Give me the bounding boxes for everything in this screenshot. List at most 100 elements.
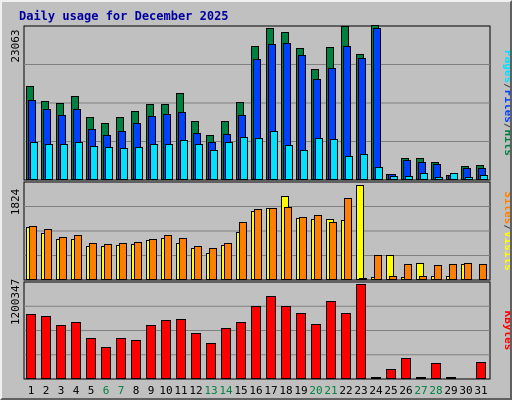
- x-tick-label: 17: [264, 384, 277, 397]
- bar-sites-day-19: [299, 217, 307, 280]
- bar-pages-day-20: [315, 138, 323, 180]
- bar-sites-day-26: [404, 264, 412, 280]
- bar-pages-day-6: [105, 147, 113, 180]
- bar-sites-day-23: [359, 278, 367, 280]
- x-tick-label: 11: [174, 384, 187, 397]
- bar-kbytes-day-18: [281, 306, 291, 379]
- x-tick-label: 13: [204, 384, 217, 397]
- x-tick-label: 28: [429, 384, 442, 397]
- legend-hits: Pages/Files/Hits: [502, 50, 510, 156]
- bar-pages-day-11: [180, 140, 188, 180]
- bar-kbytes-day-28: [431, 363, 441, 379]
- bar-kbytes-day-5: [86, 338, 96, 379]
- bar-sites-day-13: [209, 248, 217, 280]
- bar-kbytes-day-4: [71, 322, 81, 379]
- y-max-label-kbytes: 1200347: [9, 279, 22, 325]
- bar-pages-day-17: [270, 131, 278, 180]
- x-tick-label: 19: [294, 384, 307, 397]
- bar-pages-day-29: [450, 173, 458, 180]
- bar-pages-day-12: [195, 144, 203, 180]
- bar-sites-day-29: [449, 264, 457, 280]
- bar-sites-day-18: [284, 207, 292, 280]
- bar-kbytes-day-24: [371, 377, 381, 379]
- x-tick-label: 5: [88, 384, 95, 397]
- bar-kbytes-day-25: [386, 369, 396, 379]
- bar-kbytes-day-7: [116, 338, 126, 379]
- x-tick-label: 26: [399, 384, 412, 397]
- y-max-label-hits: 23063: [9, 29, 22, 62]
- x-tick-label: 1: [28, 384, 35, 397]
- bar-pages-day-3: [60, 144, 68, 180]
- bar-sites-day-15: [239, 222, 247, 280]
- bar-kbytes-day-29: [446, 377, 456, 379]
- bar-kbytes-day-6: [101, 347, 111, 379]
- bar-kbytes-day-1: [26, 314, 36, 379]
- x-tick-label: 31: [474, 384, 487, 397]
- bar-pages-day-9: [150, 144, 158, 180]
- bar-sites-day-20: [314, 215, 322, 280]
- x-tick-label: 6: [103, 384, 110, 397]
- x-axis-ticks: 1 2 3 4 5 6 7 8 9 10 11 12 13 14 15 16 17 18 19 20 21 22 23 24 2…: [28, 384, 488, 397]
- bar-pages-day-14: [225, 142, 233, 180]
- bar-kbytes-day-22: [341, 313, 351, 379]
- bar-pages-day-10: [165, 144, 173, 180]
- bar-pages-day-26: [405, 176, 413, 180]
- bar-sites-day-25: [389, 276, 397, 280]
- bar-kbytes-day-8: [131, 340, 141, 379]
- bar-sites-day-31: [479, 264, 487, 280]
- bar-pages-day-15: [240, 137, 248, 180]
- x-tick-label: 2: [43, 384, 50, 397]
- bar-sites-day-12: [194, 246, 202, 280]
- x-tick-label: 16: [249, 384, 262, 397]
- bar-sites-day-17: [269, 208, 277, 280]
- legend-part: Files: [502, 90, 510, 123]
- bar-sites-day-30: [464, 263, 472, 280]
- legend-part: Pages: [502, 50, 510, 83]
- legend-part: /: [502, 224, 510, 231]
- bar-pages-day-4: [75, 142, 83, 180]
- bar-kbytes-day-11: [176, 319, 186, 379]
- x-tick-label: 9: [148, 384, 155, 397]
- panel-visits: 1824 Sites/Visits: [9, 181, 510, 281]
- legend-part: KBytes: [502, 311, 510, 351]
- x-tick-label: 23: [354, 384, 367, 397]
- bar-visits-day-23: [356, 185, 364, 280]
- bar-pages-day-31: [480, 175, 488, 180]
- bar-pages-day-27: [420, 173, 428, 180]
- bar-pages-day-16: [255, 138, 263, 180]
- bar-pages-day-2: [45, 144, 53, 180]
- bar-sites-day-24: [374, 255, 382, 280]
- bar-sites-day-9: [149, 239, 157, 280]
- x-tick-label: 12: [189, 384, 202, 397]
- bar-sites-day-28: [434, 265, 442, 280]
- x-tick-label: 29: [444, 384, 457, 397]
- bar-kbytes-day-16: [251, 306, 261, 379]
- bar-sites-day-3: [59, 237, 67, 280]
- x-tick-label: 8: [133, 384, 140, 397]
- x-tick-label: 20: [309, 384, 322, 397]
- bar-pages-day-28: [435, 177, 443, 180]
- bar-sites-day-10: [164, 235, 172, 280]
- bar-sites-day-5: [89, 243, 97, 280]
- bar-pages-day-7: [120, 148, 128, 180]
- bar-sites-day-27: [419, 276, 427, 280]
- bar-sites-day-21: [329, 222, 337, 280]
- x-tick-label: 24: [369, 384, 383, 397]
- bar-pages-day-19: [300, 150, 308, 180]
- bar-kbytes-day-14: [221, 328, 231, 379]
- bar-pages-day-13: [210, 150, 218, 180]
- bar-sites-day-7: [119, 243, 127, 280]
- bar-files-day-24: [373, 28, 381, 180]
- bar-pages-day-22: [345, 156, 353, 180]
- legend-part: Hits: [502, 130, 510, 157]
- bar-kbytes-day-17: [266, 296, 276, 379]
- chart-title: Daily usage for December 2025: [19, 9, 229, 23]
- x-tick-label: 10: [159, 384, 172, 397]
- bar-kbytes-day-20: [311, 324, 321, 379]
- bar-sites-day-1: [29, 226, 37, 280]
- bar-kbytes-day-15: [236, 322, 246, 379]
- x-tick-label: 22: [339, 384, 352, 397]
- legend-part: /: [502, 83, 510, 90]
